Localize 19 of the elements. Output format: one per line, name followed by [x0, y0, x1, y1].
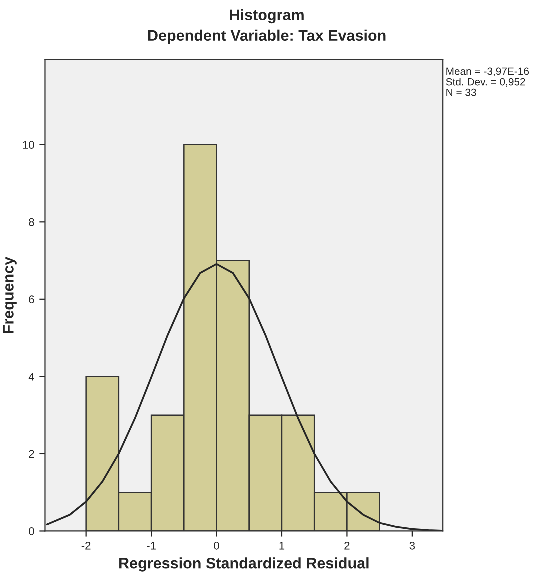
- y-axis-title: Frequency: [3, 257, 17, 334]
- y-tick-label: 2: [29, 450, 34, 458]
- y-tick-label: 8: [29, 218, 34, 226]
- y-tick-label: 0: [29, 528, 34, 536]
- x-tick-label: -1: [147, 542, 156, 550]
- x-tick-label: -2: [82, 542, 91, 550]
- text: Mean = -3,97E-16: [446, 68, 530, 76]
- text: N = 33: [446, 88, 476, 96]
- chart-title: Histogram: [230, 9, 304, 24]
- x-axis-title: Regression Standardized Residual: [120, 558, 369, 572]
- y-tick-label: 6: [29, 296, 34, 304]
- x-tick-label: 2: [344, 542, 350, 550]
- x-tick-label: 3: [410, 542, 416, 550]
- x-tick-label: 0: [214, 542, 220, 550]
- y-tick-label: 10: [23, 141, 34, 150]
- text: Std. Dev. = 0,952: [446, 78, 526, 87]
- y-tick-label: 4: [28, 373, 34, 381]
- chart-subtitle: Dependent Variable: Tax Evasion: [148, 30, 386, 44]
- x-tick-label: 1: [280, 542, 285, 550]
